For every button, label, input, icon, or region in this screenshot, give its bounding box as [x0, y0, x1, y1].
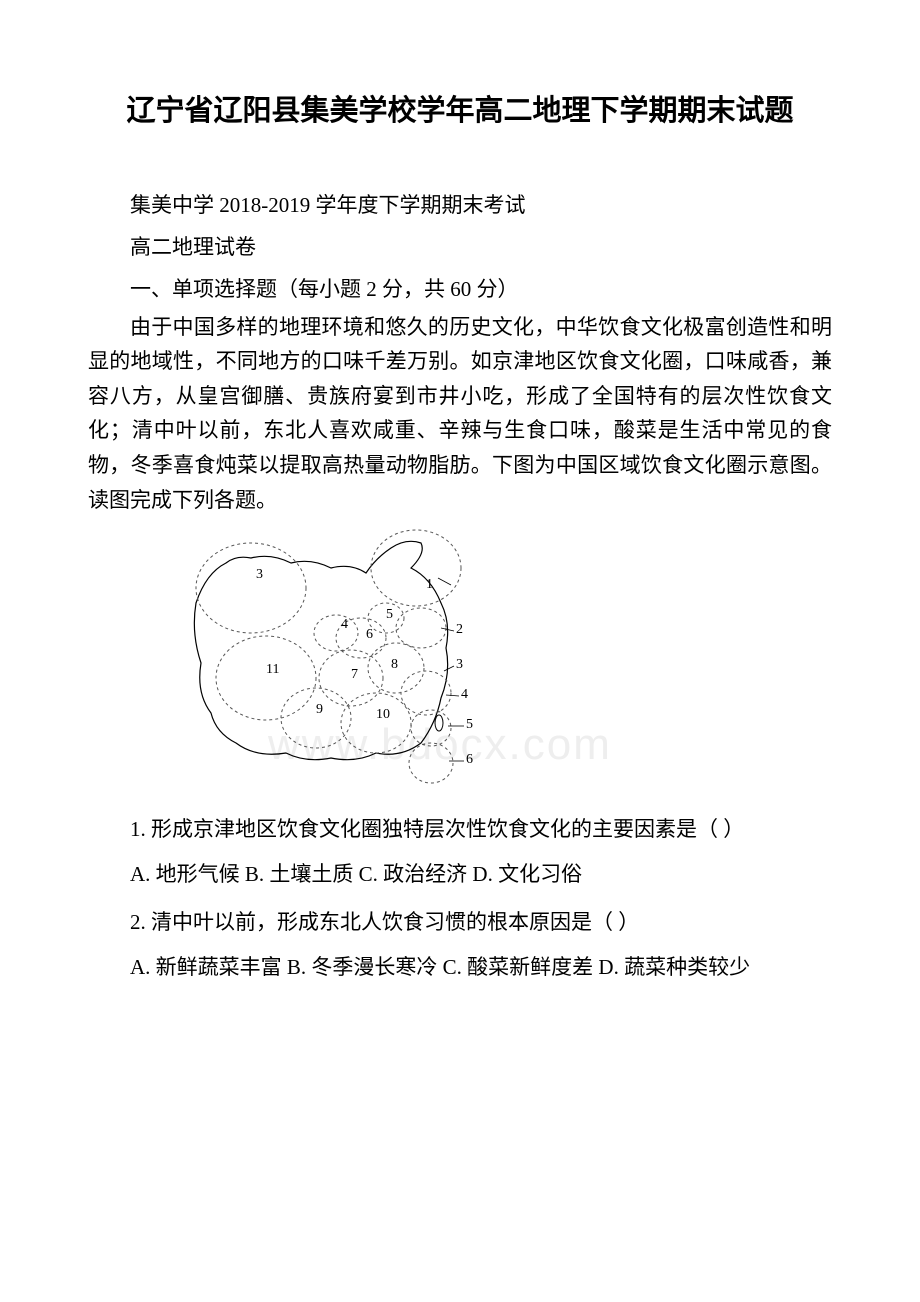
section-header: 一、单项选择题（每小题 2 分，共 60 分） — [88, 268, 832, 310]
region-label-3b: 3 — [256, 567, 263, 582]
region-label-4: 4 — [461, 687, 468, 702]
question-1-number: 1. — [130, 817, 146, 841]
question-2-block: 2. 清中叶以前，形成东北人饮食习惯的根本原因是（ ） A. 新鲜蔬菜丰富 B.… — [88, 905, 832, 988]
question-1-text: 形成京津地区饮食文化圈独特层次性饮食文化的主要因素是（ ） — [151, 817, 744, 841]
question-1-options: A. 地形气候 B. 土壤土质 C. 政治经济 D. 文化习俗 — [88, 853, 832, 895]
exam-subject: 高二地理试卷 — [88, 226, 832, 268]
region-circle-11 — [216, 636, 316, 720]
region-label-7: 7 — [351, 667, 358, 682]
map-svg: 12345635647891011 — [176, 523, 516, 793]
region-label-3: 3 — [456, 657, 463, 672]
document-content: 辽宁省辽阳县集美学校学年高二地理下学期期末试题 集美中学 2018-2019 学… — [88, 90, 832, 988]
region-circle-3r — [401, 671, 451, 715]
region-label-5: 5 — [466, 717, 473, 732]
region-label-2: 2 — [456, 622, 463, 637]
question-1-block: 1. 形成京津地区饮食文化圈独特层次性饮食文化的主要因素是（ ） A. 地形气候… — [88, 812, 832, 895]
region-circle-2 — [396, 608, 446, 648]
china-food-culture-map: 12345635647891011 — [176, 523, 832, 798]
taiwan-outline — [435, 715, 443, 731]
china-outline — [194, 542, 447, 760]
region-label-10: 10 — [376, 707, 390, 722]
leader-line-4 — [446, 695, 459, 696]
region-label-4b: 4 — [341, 617, 348, 632]
region-circle-3 — [196, 543, 306, 633]
question-2-number: 2. — [130, 910, 146, 934]
region-circle-10 — [341, 693, 411, 753]
exam-school-year: 集美中学 2018-2019 学年度下学期期末考试 — [88, 184, 832, 226]
region-label-1: 1 — [426, 577, 433, 592]
region-label-6b: 6 — [366, 627, 373, 642]
question-2-text: 清中叶以前，形成东北人饮食习惯的根本原因是（ ） — [151, 910, 639, 934]
region-label-6: 6 — [466, 752, 473, 767]
region-circle-6r — [409, 743, 453, 783]
question-2-options: A. 新鲜蔬菜丰富 B. 冬季漫长寒冷 C. 酸菜新鲜度差 D. 蔬菜种类较少 — [88, 946, 832, 988]
intro-paragraph: 由于中国多样的地理环境和悠久的历史文化，中华饮食文化极富创造性和明显的地域性，不… — [88, 310, 832, 518]
region-circle-9 — [281, 688, 351, 748]
region-circle-4 — [314, 615, 358, 651]
leader-line-1 — [438, 578, 451, 585]
region-label-5b: 5 — [386, 607, 393, 622]
region-labels-group: 12345635647891011 — [256, 567, 473, 767]
region-label-9: 9 — [316, 702, 323, 717]
region-label-11: 11 — [266, 662, 279, 677]
leader-line-3 — [444, 666, 454, 671]
region-label-8: 8 — [391, 657, 398, 672]
document-title: 辽宁省辽阳县集美学校学年高二地理下学期期末试题 — [88, 90, 832, 134]
